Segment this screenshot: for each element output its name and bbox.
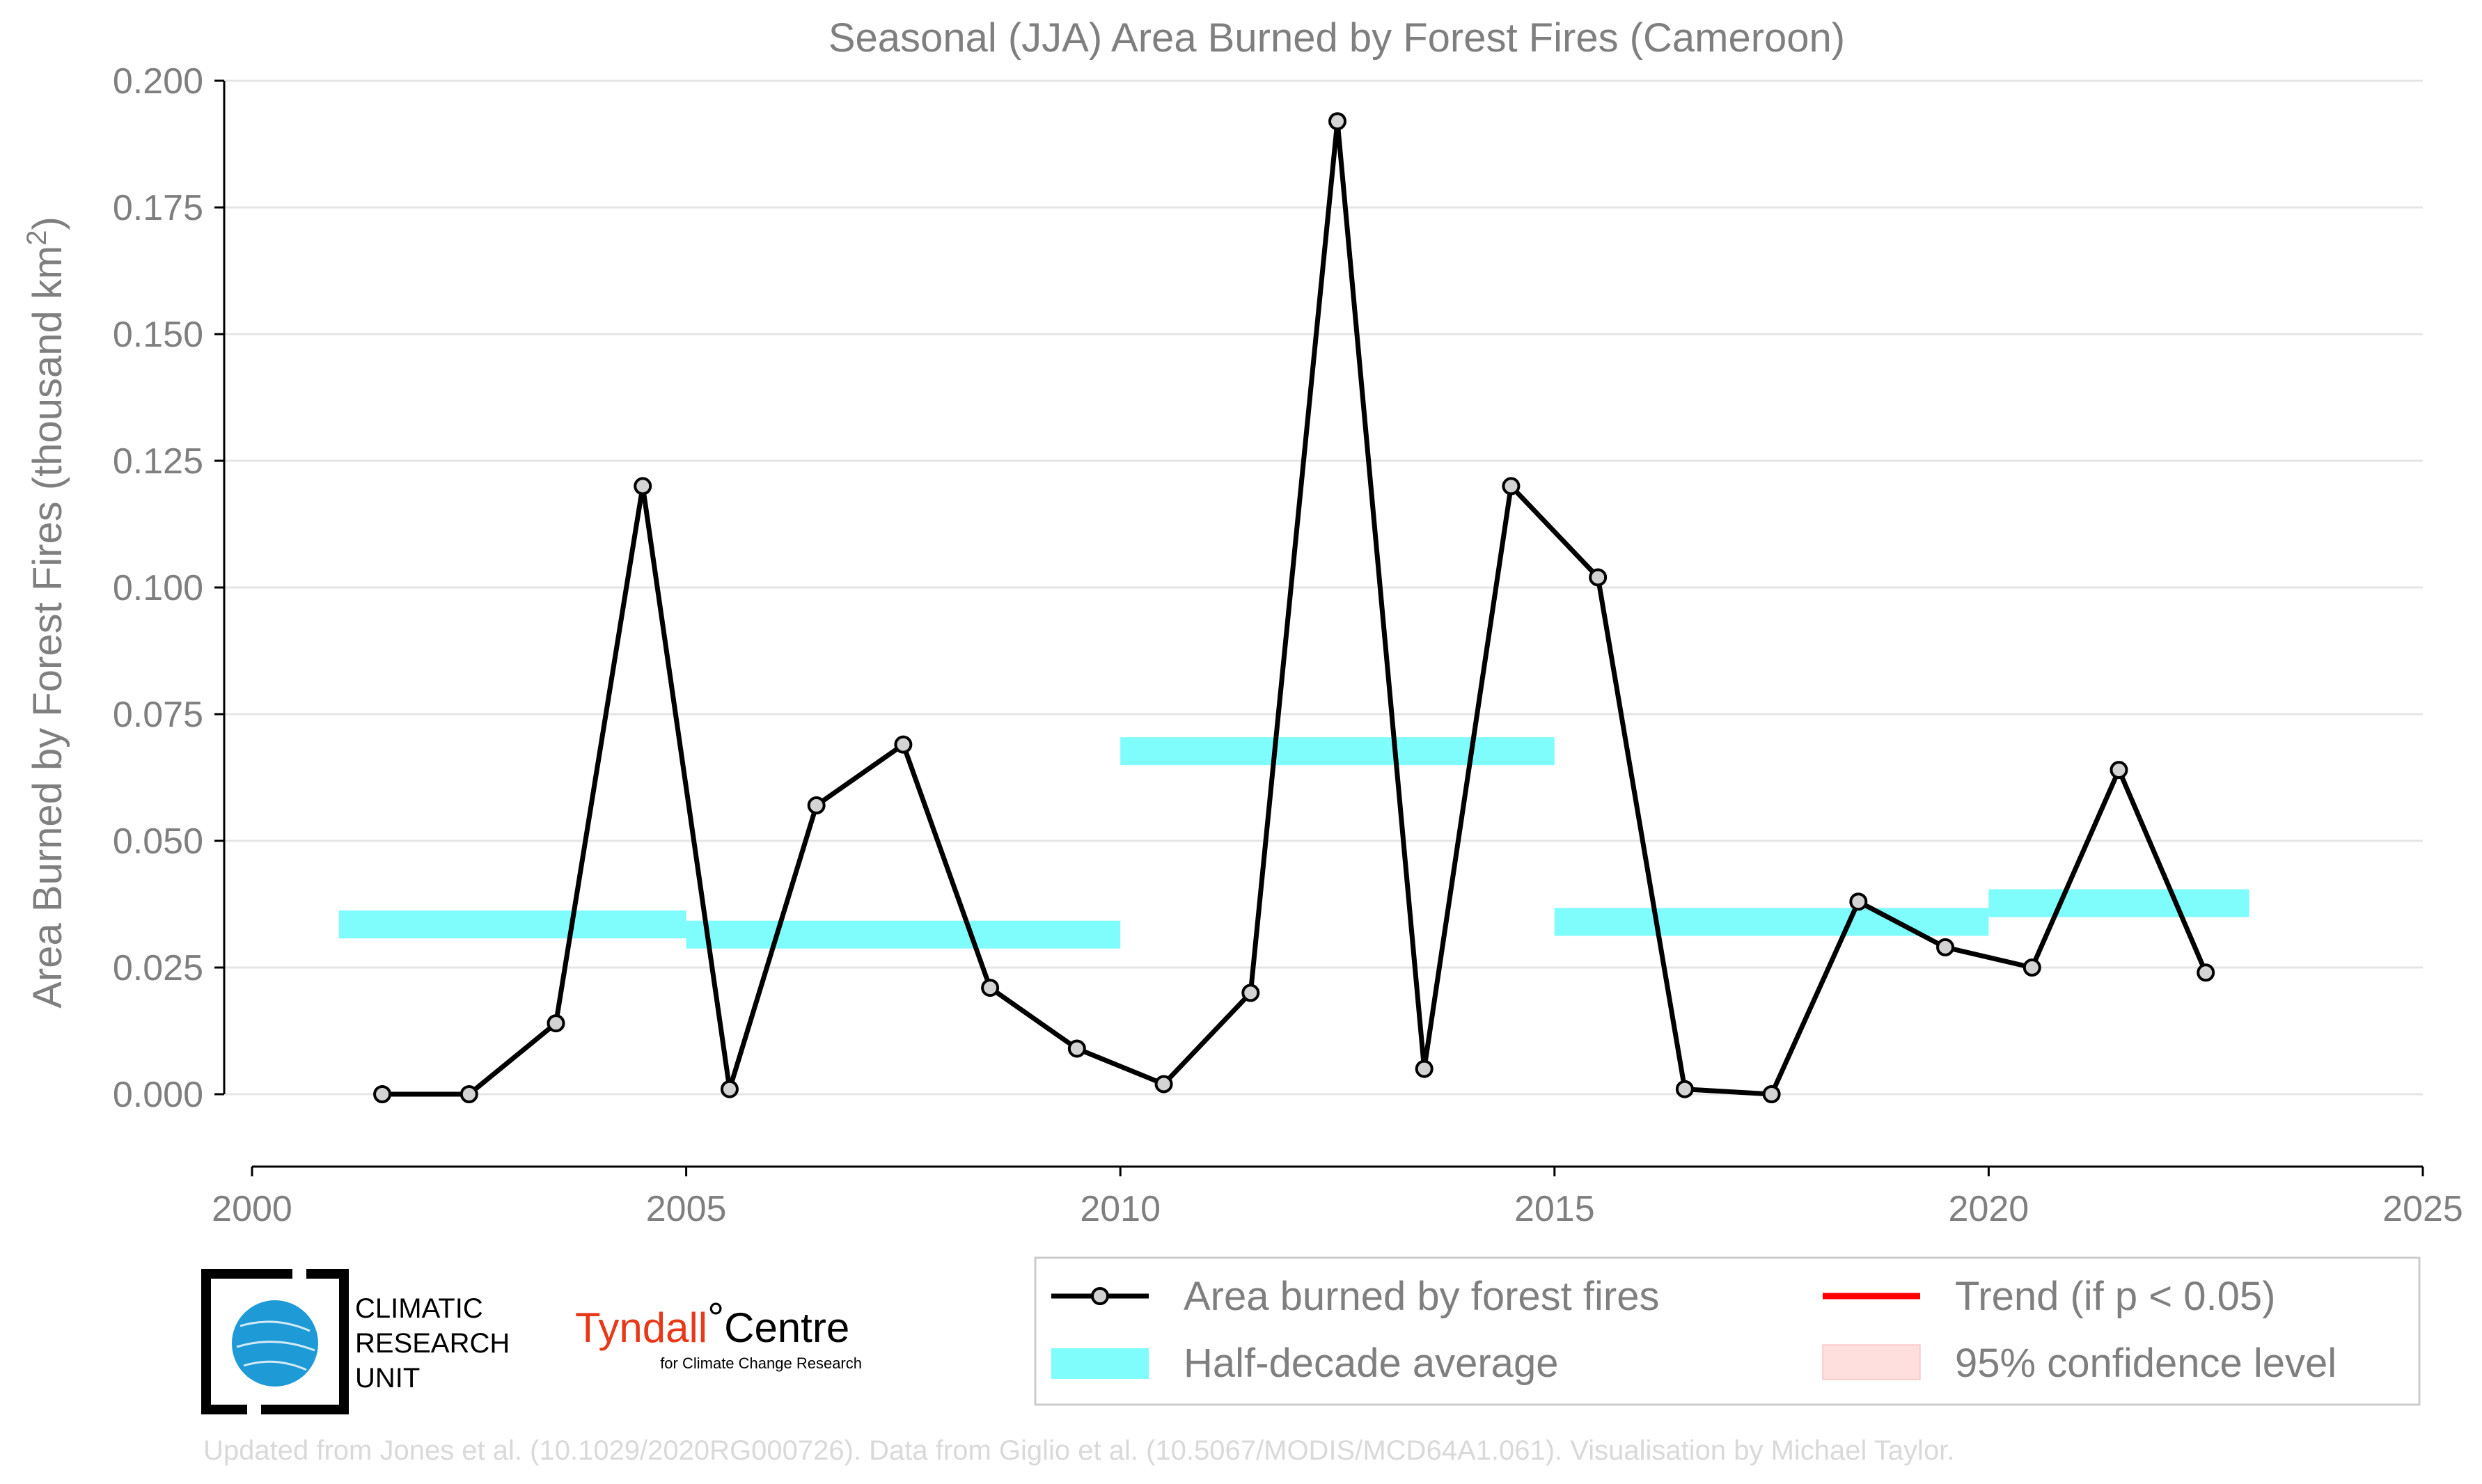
legend-patch-half-decade-icon: [1051, 1348, 1149, 1379]
data-point: [1675, 1080, 1694, 1098]
cru-text-line1: CLIMATIC: [355, 1293, 483, 1324]
half-decade-band: [338, 910, 686, 939]
legend-entry-half-decade: Half-decade average: [1051, 1341, 1558, 1386]
data-point: [1849, 892, 1868, 911]
tyndall-name: Tyndall: [575, 1304, 707, 1351]
data-point: [807, 796, 826, 815]
gridlines: [224, 79, 2423, 1096]
y-tick-label: 0.150: [113, 315, 203, 355]
cru-text-line2: RESEARCH: [355, 1328, 510, 1359]
y-tick-label: 0.175: [113, 188, 203, 228]
x-tick-label: 2010: [1080, 1189, 1161, 1229]
legend-label-area: Area burned by forest fires: [1184, 1274, 1659, 1319]
footer-credits: Updated from Jones et al. (10.1029/2020R…: [203, 1435, 1954, 1466]
data-point: [894, 735, 913, 754]
data-point: [2197, 963, 2215, 982]
tyndall-subtitle: for Climate Change Research: [660, 1355, 862, 1372]
series-line: [382, 118, 2208, 1097]
y-tick-label: 0.025: [113, 948, 203, 988]
x-tick-label: 2020: [1949, 1189, 2029, 1229]
data-point: [720, 1080, 739, 1098]
y-tick-label: 0.125: [113, 441, 203, 482]
legend-patch-ci-icon: [1822, 1344, 1921, 1380]
y-axis-label-close: ): [25, 216, 70, 230]
data-point: [1936, 938, 1955, 956]
cru-frame-right-icon: [261, 1269, 349, 1414]
half-decade-bands: [338, 737, 2249, 949]
data-point: [1589, 568, 1608, 587]
y-axis-label-main: Area Burned by Forest Fires (thousand km: [25, 246, 70, 1009]
data-point: [1415, 1059, 1434, 1078]
cru-frame-left-icon: [201, 1269, 292, 1414]
legend-label-half-decade: Half-decade average: [1184, 1341, 1558, 1386]
tyndall-wordmark: Tyndall°Centre: [575, 1295, 849, 1351]
data-point: [2110, 761, 2128, 780]
x-tick-label: 2025: [2382, 1189, 2463, 1229]
half-decade-band: [1554, 908, 1989, 936]
chart-title: Seasonal (JJA) Area Burned by Forest Fir…: [828, 15, 1845, 61]
legend-label-trend: Trend (if p < 0.05): [1955, 1274, 2275, 1319]
y-axis-label-superscript: 2: [22, 230, 52, 246]
globe-icon: [232, 1300, 318, 1387]
y-tick-label: 0.100: [113, 568, 203, 608]
data-point: [1241, 984, 1260, 1002]
data-point: [547, 1014, 565, 1033]
data-point: [1762, 1085, 1781, 1103]
y-tick-label: 0.200: [113, 61, 203, 102]
y-tick-label: 0.050: [113, 821, 203, 862]
legend-frame: [1034, 1256, 2421, 1406]
half-decade-band: [1120, 737, 1555, 766]
globe-lines-icon: [236, 1320, 315, 1371]
axes: 0.000 0.025 0.050 0.075 0.100 0.125 0.150 0.175…: [113, 61, 2463, 1229]
data-point: [2022, 958, 2041, 977]
half-decade-band: [1988, 889, 2249, 917]
x-tick-label: 2005: [646, 1189, 727, 1229]
y-axis-label: Area Burned by Forest Fires (thousand km…: [22, 216, 70, 1009]
data-point: [1328, 112, 1346, 131]
legend-entry-trend: Trend (if p < 0.05): [1823, 1274, 2275, 1319]
data-point: [981, 979, 1000, 997]
series-area-burned: [373, 112, 2215, 1103]
data-point: [1067, 1039, 1086, 1058]
tyndall-degree: °: [707, 1295, 724, 1341]
cru-text-line3: UNIT: [355, 1363, 420, 1394]
x-tick-label: 2015: [1514, 1189, 1595, 1229]
data-point: [1502, 477, 1521, 496]
data-point: [1154, 1075, 1173, 1094]
tyndall-centre: Centre: [724, 1304, 849, 1351]
legend-entry-area: Area burned by forest fires: [1051, 1274, 1659, 1319]
tyndall-logo: Tyndall°Centre for Climate Change Resear…: [575, 1295, 862, 1372]
legend-entry-ci: 95% confidence level: [1822, 1341, 2336, 1386]
legend-marker-icon: [1091, 1287, 1109, 1305]
data-point: [373, 1085, 392, 1103]
x-tick-label: 2000: [212, 1189, 292, 1229]
y-tick-label: 0.000: [113, 1075, 203, 1115]
cru-logo: CLIMATIC RESEARCH UNIT: [201, 1269, 510, 1414]
legend-label-ci: 95% confidence level: [1955, 1341, 2336, 1386]
legend: Area burned by forest fires Trend (if p …: [1034, 1256, 2421, 1406]
data-point: [634, 477, 652, 496]
y-tick-label: 0.075: [113, 695, 203, 735]
half-decade-band: [686, 920, 1121, 949]
data-point: [460, 1085, 478, 1103]
